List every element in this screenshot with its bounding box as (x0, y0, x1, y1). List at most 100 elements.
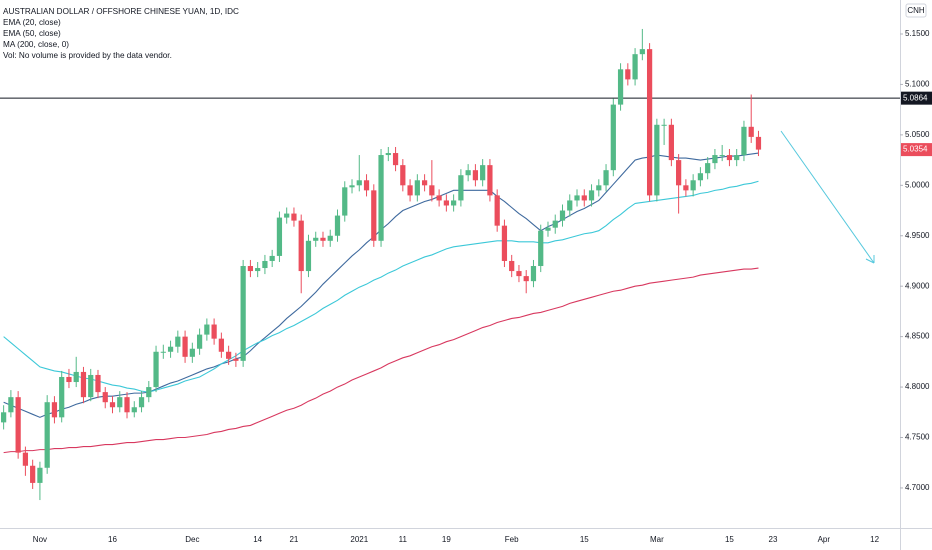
trend-arrow-head (865, 255, 875, 264)
y-tick-label: 5.0000 (905, 180, 930, 189)
candle-body (124, 397, 130, 413)
x-tick-label: Nov (33, 535, 47, 544)
candle-body (356, 180, 362, 186)
candle-body (690, 180, 696, 191)
candle-body (646, 49, 653, 196)
legend-entry: MA (200, close, 0) (3, 40, 69, 49)
candle-body (262, 260, 268, 269)
candle-body (705, 163, 711, 174)
candle-body (516, 271, 522, 277)
x-tick-label: 14 (253, 535, 262, 544)
candle-body (574, 195, 580, 201)
candle-body (291, 213, 297, 221)
trend-arrow (780, 130, 875, 264)
last-price-label: 5.0354 (903, 145, 928, 154)
level-label-box (901, 91, 932, 105)
candle-body (233, 358, 239, 361)
candle-body (458, 175, 464, 201)
candle-body (712, 155, 718, 164)
candle-body (182, 336, 188, 357)
candle-body (596, 185, 602, 191)
candle-body (44, 402, 50, 468)
candle-body (755, 136, 762, 150)
candle-body (117, 397, 123, 408)
x-tick-label: 15 (580, 535, 589, 544)
candle-body (15, 397, 21, 453)
candle-body (1, 412, 7, 423)
candle-body (8, 397, 14, 413)
last-price-box (901, 143, 932, 157)
legend-entry: EMA (50, close) (3, 29, 61, 38)
y-tick-label: 5.1500 (905, 29, 930, 38)
candle-body (102, 392, 108, 403)
level-label: 5.0864 (903, 93, 928, 102)
candle-body (545, 227, 551, 231)
candle-body (349, 185, 355, 188)
candle-body (363, 180, 370, 191)
candle-body (487, 165, 493, 196)
candle-body (443, 200, 449, 206)
candle-body (109, 402, 116, 408)
y-tick-label: 4.8500 (905, 332, 930, 341)
x-tick-label: 12 (870, 535, 879, 544)
candle-body (88, 374, 94, 398)
currency-box (905, 3, 927, 18)
x-tick-label: 11 (399, 535, 408, 544)
candle-body (741, 126, 747, 156)
candle-body (305, 240, 312, 272)
candle-body (255, 268, 261, 272)
candle-body (610, 104, 616, 171)
candle-body (734, 155, 740, 161)
candle-body (334, 215, 341, 236)
x-tick-label: Dec (185, 535, 199, 544)
candle-body (37, 467, 43, 483)
candle-body (567, 200, 573, 211)
y-tick-label: 5.0500 (905, 130, 930, 139)
candle-body (204, 324, 210, 335)
candle-body (654, 124, 660, 196)
candle-body (146, 387, 152, 398)
candle-body (588, 190, 595, 201)
indicator-line (3, 267, 759, 454)
y-tick-label: 4.9500 (905, 231, 930, 240)
y-tick-label: 4.7000 (905, 483, 930, 492)
candle-body (530, 266, 537, 282)
candle-body (676, 160, 682, 186)
candle-body (175, 336, 181, 347)
x-tick-label: 15 (725, 535, 734, 544)
x-tick-label: 23 (769, 535, 778, 544)
candle-body (552, 220, 558, 228)
candle-body (189, 348, 195, 357)
candle-body (632, 54, 638, 80)
candle-body (385, 153, 391, 156)
candle-body (480, 165, 486, 181)
candle-body (95, 374, 101, 393)
candle-body (327, 235, 333, 241)
candle-body (73, 371, 79, 383)
candle-body (697, 173, 704, 181)
candle-body (167, 346, 174, 352)
candle-body (240, 266, 246, 361)
candle-body (451, 200, 457, 206)
x-tick-label: 16 (108, 535, 117, 544)
candle-body (407, 185, 413, 196)
candle-body (59, 376, 65, 418)
candle-body (559, 210, 566, 221)
candle-body (247, 266, 254, 272)
candle-body (313, 237, 319, 241)
candle-body (218, 338, 224, 352)
x-tick-label: Mar (650, 535, 664, 544)
candle-body (392, 153, 399, 166)
candle-body (51, 402, 58, 418)
x-tick-label: 21 (289, 535, 298, 544)
x-tick-label: Feb (505, 535, 519, 544)
candle-body (501, 225, 508, 261)
candle-body (617, 69, 624, 105)
candle-body (30, 465, 36, 483)
candle-body (80, 371, 87, 398)
candle-body (298, 220, 304, 272)
candle-body (472, 170, 479, 181)
candle-body (284, 213, 290, 218)
candle-body (719, 155, 725, 157)
candle-body (421, 180, 428, 186)
